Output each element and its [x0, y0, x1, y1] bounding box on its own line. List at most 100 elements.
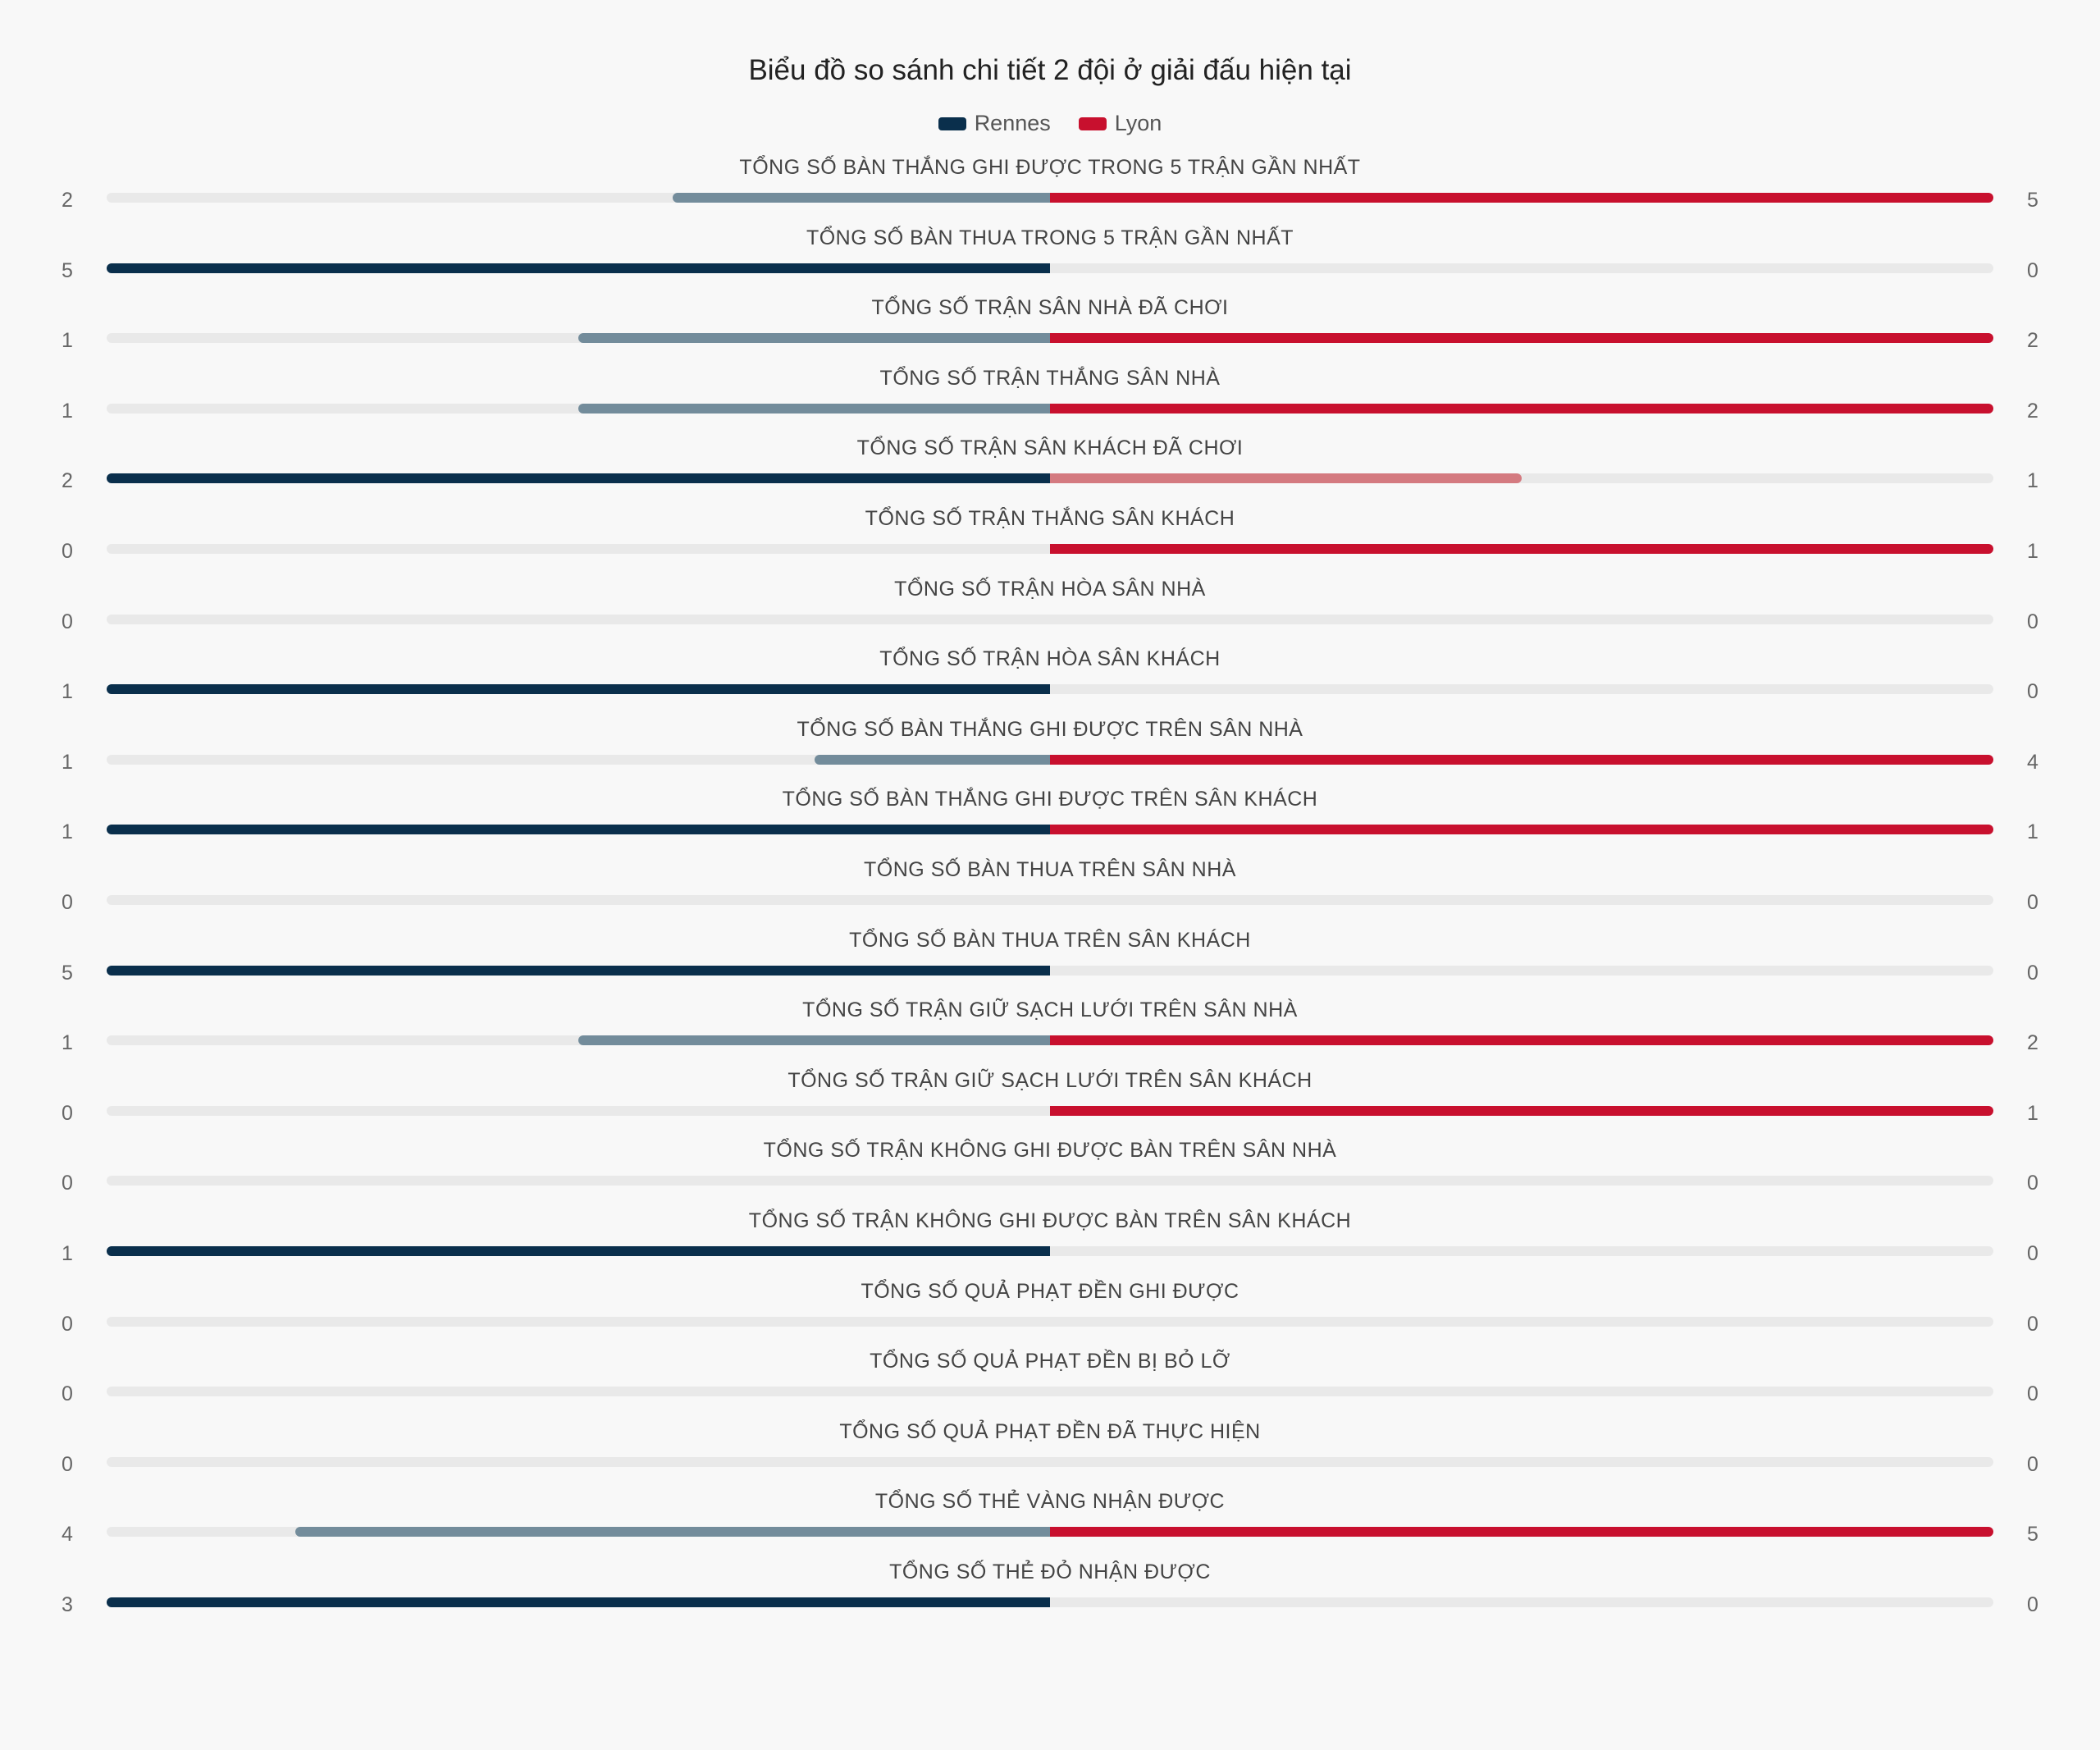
bar-track	[107, 193, 1993, 203]
rennes-value-label: 1	[62, 680, 73, 703]
lyon-value-label: 2	[2027, 329, 2038, 352]
lyon-value-label: 1	[2027, 469, 2038, 492]
lyon-value-label: 0	[2027, 891, 2038, 914]
bar-track	[107, 1176, 1993, 1186]
rennes-value-label: 1	[62, 1031, 73, 1054]
row-label: TỔNG SỐ QUẢ PHẠT ĐỀN GHI ĐƯỢC	[861, 1280, 1239, 1303]
rennes-value-label: 1	[62, 820, 73, 843]
lyon-value-label: 0	[2027, 1453, 2038, 1476]
lyon-value-label: 5	[2027, 1523, 2038, 1546]
lyon-bar	[1050, 473, 1522, 483]
bar-track	[107, 825, 1993, 834]
rennes-value-label: 1	[62, 329, 73, 352]
legend-item-lyon[interactable]: Lyon	[1078, 111, 1162, 136]
row-label: TỔNG SỐ BÀN THẮNG GHI ĐƯỢC TRÊN SÂN KHÁC…	[782, 788, 1318, 811]
rennes-value-label: 4	[62, 1523, 73, 1546]
lyon-value-label: 2	[2027, 1031, 2038, 1054]
rennes-value-label: 3	[62, 1593, 73, 1616]
row-label: TỔNG SỐ THẺ VÀNG NHẬN ĐƯỢC	[874, 1490, 1226, 1513]
lyon-bar	[1050, 755, 1993, 765]
lyon-bar	[1050, 193, 1993, 203]
rennes-bar	[578, 1035, 1050, 1045]
lyon-bar	[1050, 1035, 1993, 1045]
rennes-bar	[578, 333, 1050, 343]
rennes-value-label: 0	[62, 1102, 73, 1125]
lyon-bar	[1050, 404, 1993, 414]
rennes-value-label: 2	[62, 469, 73, 492]
row-label: TỔNG SỐ TRẬN GIỮ SẠCH LƯỚI TRÊN SÂN NHÀ	[802, 998, 1298, 1021]
rennes-value-label: 0	[62, 610, 73, 633]
row-label: TỔNG SỐ BÀN THUA TRÊN SÂN KHÁCH	[849, 929, 1251, 952]
lyon-bar	[1050, 1106, 1993, 1116]
bar-track	[107, 544, 1993, 554]
lyon-bar	[1050, 1527, 1993, 1537]
legend-label-lyon: Lyon	[1114, 111, 1162, 135]
lyon-value-label: 0	[2027, 1313, 2038, 1336]
bar-track	[107, 895, 1993, 905]
bar-track	[107, 1597, 1993, 1607]
legend-item-rennes[interactable]: Rennes	[938, 111, 1051, 136]
row-label: TỔNG SỐ QUẢ PHẠT ĐỀN ĐÃ THỰC HIỆN	[839, 1420, 1261, 1443]
rennes-value-label: 1	[62, 751, 73, 774]
row-label: TỔNG SỐ THẺ ĐỎ NHẬN ĐƯỢC	[889, 1560, 1211, 1583]
chart-legend: Rennes Lyon	[0, 111, 2100, 136]
row-label: TỔNG SỐ TRẬN KHÔNG GHI ĐƯỢC BÀN TRÊN SÂN…	[748, 1209, 1352, 1232]
row-label: TỔNG SỐ TRẬN KHÔNG GHI ĐƯỢC BÀN TRÊN SÂN…	[763, 1139, 1337, 1162]
bar-track	[107, 966, 1993, 976]
rennes-value-label: 0	[62, 1172, 73, 1195]
legend-swatch-rennes	[938, 117, 966, 130]
rennes-value-label: 1	[62, 1242, 73, 1265]
bar-track	[107, 1035, 1993, 1045]
bar-track	[107, 1387, 1993, 1396]
rennes-bar	[814, 755, 1050, 765]
rennes-value-label: 0	[62, 540, 73, 563]
lyon-value-label: 2	[2027, 400, 2038, 423]
lyon-bar	[1050, 544, 1993, 554]
lyon-value-label: 0	[2027, 1242, 2038, 1265]
lyon-bar	[1050, 333, 1993, 343]
lyon-value-label: 0	[2027, 610, 2038, 633]
lyon-value-label: 0	[2027, 1172, 2038, 1195]
bar-track	[107, 615, 1993, 624]
bar-track	[107, 1527, 1993, 1537]
bar-track	[107, 1317, 1993, 1327]
lyon-value-label: 0	[2027, 680, 2038, 703]
row-label: TỔNG SỐ TRẬN HÒA SÂN KHÁCH	[879, 647, 1221, 670]
bar-track	[107, 1457, 1993, 1467]
bar-track	[107, 333, 1993, 343]
row-label: TỔNG SỐ BÀN THẮNG GHI ĐƯỢC TRÊN SÂN NHÀ	[797, 718, 1303, 741]
row-label: TỔNG SỐ BÀN THUA TRONG 5 TRẬN GẦN NHẤT	[806, 226, 1294, 249]
rennes-bar	[107, 966, 1050, 976]
rennes-value-label: 0	[62, 1313, 73, 1336]
rennes-value-label: 0	[62, 1453, 73, 1476]
row-label: TỔNG SỐ BÀN THUA TRÊN SÂN NHÀ	[864, 858, 1236, 881]
rennes-bar	[673, 193, 1050, 203]
bar-track	[107, 473, 1993, 483]
lyon-value-label: 1	[2027, 540, 2038, 563]
row-label: TỔNG SỐ TRẬN HÒA SÂN NHÀ	[894, 578, 1206, 601]
row-label: TỔNG SỐ TRẬN SÂN KHÁCH ĐÃ CHƠI	[856, 436, 1244, 459]
rennes-bar	[107, 473, 1050, 483]
legend-label-rennes: Rennes	[974, 111, 1051, 135]
bar-track	[107, 755, 1993, 765]
rennes-value-label: 1	[62, 400, 73, 423]
bar-track	[107, 263, 1993, 273]
lyon-value-label: 0	[2027, 259, 2038, 282]
bar-track	[107, 1106, 1993, 1116]
lyon-value-label: 0	[2027, 962, 2038, 985]
legend-swatch-lyon	[1078, 117, 1107, 130]
lyon-bar	[1050, 825, 1993, 834]
row-label: TỔNG SỐ BÀN THẮNG GHI ĐƯỢC TRONG 5 TRẬN …	[739, 156, 1361, 179]
rennes-bar	[107, 684, 1050, 694]
bar-track	[107, 684, 1993, 694]
lyon-value-label: 0	[2027, 1382, 2038, 1405]
rennes-bar	[107, 263, 1050, 273]
chart-title: Biểu đồ so sánh chi tiết 2 đội ở giải đấ…	[748, 54, 1352, 86]
rennes-value-label: 0	[62, 891, 73, 914]
bar-track	[107, 404, 1993, 414]
rennes-bar	[107, 1246, 1050, 1256]
row-label: TỔNG SỐ TRẬN THẮNG SÂN NHÀ	[879, 367, 1221, 390]
rennes-bar	[578, 404, 1050, 414]
lyon-value-label: 1	[2027, 1102, 2038, 1125]
